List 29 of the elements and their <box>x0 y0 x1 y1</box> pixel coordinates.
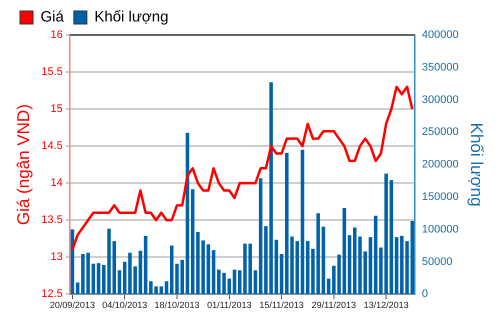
x-tick-label: 15/11/2013 <box>259 300 304 310</box>
y-tick-label: 15 <box>50 103 63 116</box>
y2-tick-label: 200000 <box>422 158 459 171</box>
y-tick-label: 14.5 <box>41 140 63 152</box>
y2-tick-label: 150000 <box>422 191 459 204</box>
y-tick-label: 13 <box>50 251 63 264</box>
x-tick-label: 20/09/2013 <box>50 300 95 310</box>
x-tick-label: 13/12/2013 <box>364 300 409 310</box>
y2-tick-label: 400000 <box>422 29 459 42</box>
y2-tick-label: 300000 <box>422 94 459 106</box>
y-tick-label: 15.5 <box>41 66 63 78</box>
x-tick-label: 04/10/2013 <box>102 300 148 310</box>
y2-tick-label: 50000 <box>422 256 452 268</box>
y-tick-label: 13.5 <box>41 214 63 226</box>
y2-axis-title: Khối lượng <box>467 122 486 207</box>
x-tick-label: 18/10/2013 <box>154 300 200 310</box>
legend-label: Giá <box>40 8 64 26</box>
y-tick-label: 12.5 <box>41 288 63 300</box>
y-axis-title: Giá (ngân VND) <box>14 104 33 226</box>
y2-tick-label: 0 <box>422 288 428 300</box>
y-tick-label: 16 <box>50 29 63 42</box>
y2-tick-label: 250000 <box>422 126 459 138</box>
y2-tick-label: 100000 <box>422 223 459 236</box>
x-tick-label: 29/11/2013 <box>312 300 356 310</box>
y2-tick-label: 350000 <box>422 61 459 74</box>
bar <box>70 229 74 294</box>
legend-label: Khối lượng <box>94 8 168 26</box>
x-tick-label: 01/11/2013 <box>207 300 252 310</box>
y-tick-label: 14 <box>50 177 63 190</box>
